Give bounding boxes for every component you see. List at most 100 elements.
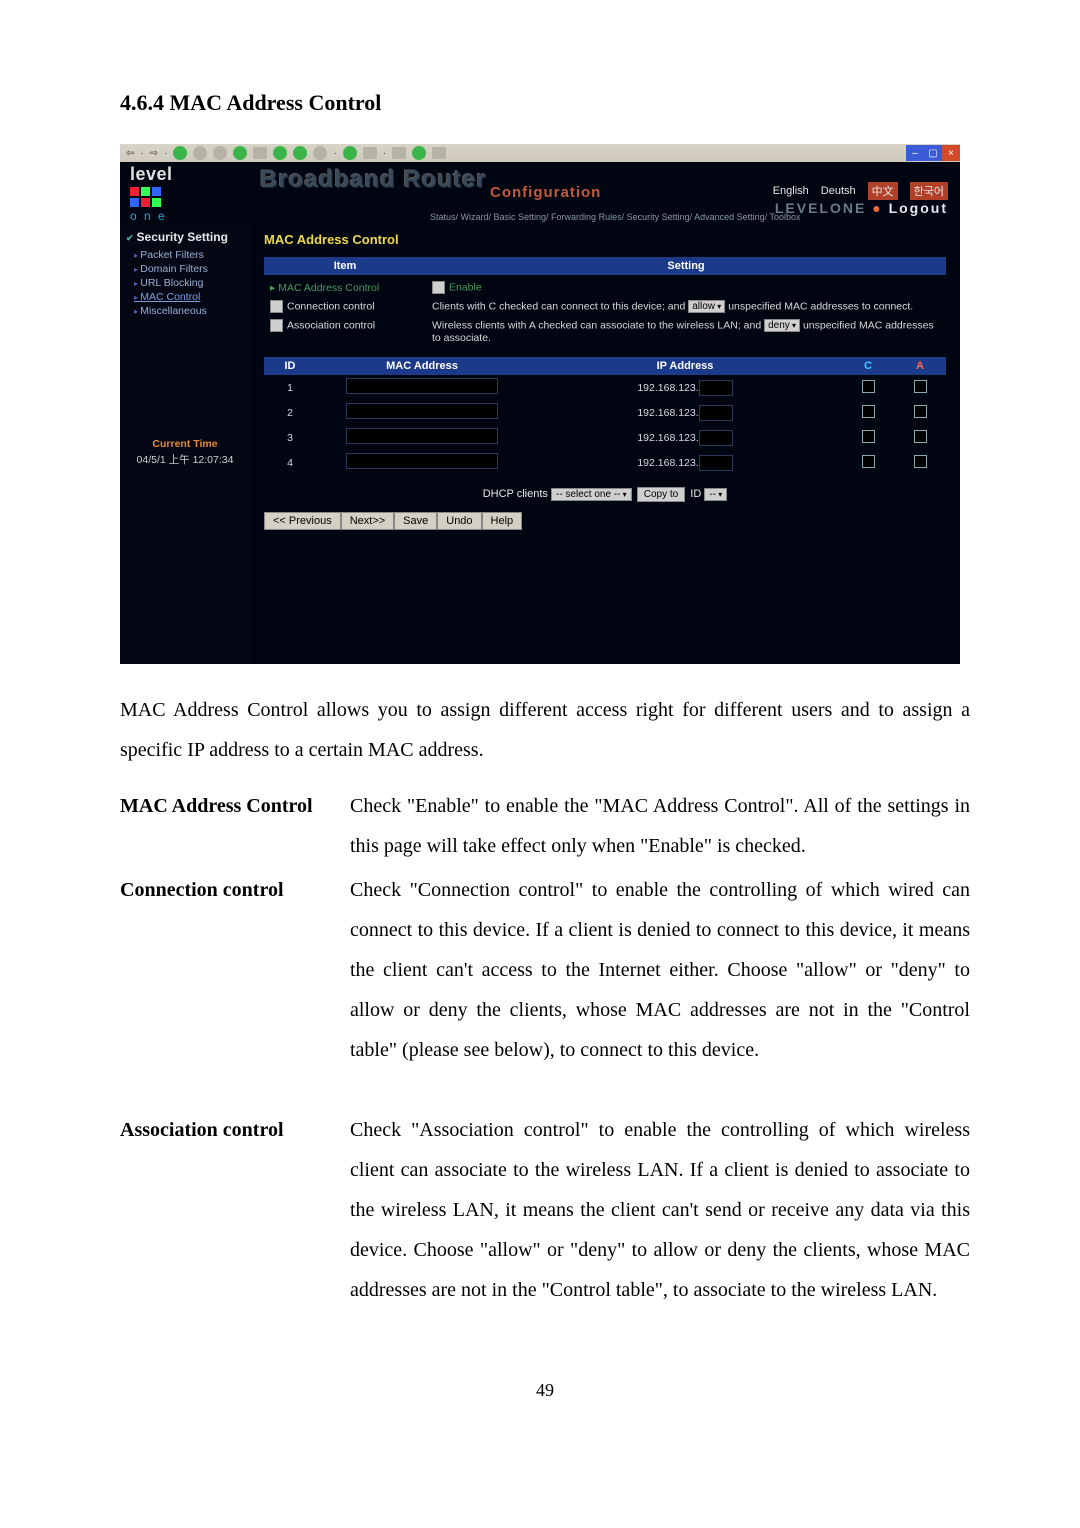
- def-body-assoc: Check "Association control" to enable th…: [350, 1110, 970, 1310]
- c-checkbox[interactable]: [862, 430, 875, 443]
- other-icon[interactable]: [432, 147, 446, 159]
- section-heading: 4.6.4 MAC Address Control: [120, 90, 970, 116]
- history-icon[interactable]: [273, 146, 287, 160]
- home-icon[interactable]: [213, 146, 227, 160]
- a-checkbox[interactable]: [914, 455, 927, 468]
- ip-input[interactable]: [699, 380, 733, 396]
- control-table: ID MAC Address IP Address C A 1 192.168.…: [264, 357, 946, 475]
- back-arrow[interactable]: ⇦: [126, 148, 134, 159]
- search-icon[interactable]: [233, 146, 247, 160]
- sidebar-item-packet-filters[interactable]: Packet Filters: [120, 248, 250, 262]
- conn-checkbox[interactable]: [270, 300, 283, 313]
- sidebar-item-url-blocking[interactable]: URL Blocking: [120, 276, 250, 290]
- row-id: 4: [264, 450, 316, 475]
- current-time-value: 04/5/1 上午 12:07:34: [120, 452, 250, 467]
- sidebar: Security Setting Packet Filters Domain F…: [120, 224, 250, 664]
- ip-prefix: 192.168.123.: [637, 381, 698, 393]
- def-term-mac: MAC Address Control: [120, 786, 350, 866]
- assoc-checkbox[interactable]: [270, 319, 283, 332]
- a-checkbox[interactable]: [914, 430, 927, 443]
- edit-icon[interactable]: [392, 147, 406, 159]
- logo-bars-2: [130, 198, 161, 207]
- intro-paragraph: MAC Address Control allows you to assign…: [120, 690, 970, 770]
- sidebar-item-domain-filters[interactable]: Domain Filters: [120, 262, 250, 276]
- assoc-text-a: Wireless clients with A checked can asso…: [432, 319, 764, 331]
- fav-icon[interactable]: [253, 147, 267, 159]
- print-icon[interactable]: [343, 146, 357, 160]
- stop-icon[interactable]: [173, 146, 187, 160]
- mac-input[interactable]: [346, 453, 498, 469]
- c-checkbox[interactable]: [862, 455, 875, 468]
- undo-button[interactable]: Undo: [437, 512, 481, 530]
- conn-text-b: unspecified MAC addresses to connect.: [728, 300, 913, 312]
- row-id: 3: [264, 425, 316, 450]
- maximize-button[interactable]: ▢: [924, 145, 942, 161]
- row-assoc-label: Association control: [287, 319, 375, 331]
- mac-input[interactable]: [346, 378, 498, 394]
- tool-icon[interactable]: [313, 146, 327, 160]
- go-icon[interactable]: [412, 146, 426, 160]
- settings-table: Item Setting ▸ MAC Address Control Enabl…: [264, 257, 946, 347]
- save-button[interactable]: Save: [394, 512, 437, 530]
- lang-en[interactable]: English: [773, 185, 809, 197]
- c-checkbox[interactable]: [862, 405, 875, 418]
- next-button[interactable]: Next>>: [341, 512, 394, 530]
- dhcp-id-select[interactable]: --: [704, 488, 727, 501]
- conn-text-a: Clients with C checked can connect to th…: [432, 300, 688, 312]
- table-row: 2 192.168.123.: [264, 400, 946, 425]
- lang-de[interactable]: Deutsh: [821, 185, 856, 197]
- row-mac-label: ▸ MAC Address Control: [264, 275, 426, 297]
- enable-checkbox[interactable]: [432, 281, 445, 294]
- a-checkbox[interactable]: [914, 405, 927, 418]
- page-number: 49: [120, 1380, 970, 1401]
- a-checkbox[interactable]: [914, 380, 927, 393]
- help-button[interactable]: Help: [482, 512, 523, 530]
- dhcp-select[interactable]: -- select one --: [551, 488, 632, 501]
- ip-input[interactable]: [699, 405, 733, 421]
- brand-right: LEVELONE ● Logout: [775, 200, 948, 216]
- th-ip: IP Address: [528, 357, 842, 375]
- current-time-label: Current Time: [120, 438, 250, 450]
- lang-cn[interactable]: 中文: [868, 182, 898, 200]
- panel-title: MAC Address Control: [264, 232, 946, 247]
- window-controls: – ▢ ×: [906, 144, 960, 162]
- ip-prefix: 192.168.123.: [637, 456, 698, 468]
- misc-icon[interactable]: [363, 147, 377, 159]
- row-id: 2: [264, 400, 316, 425]
- ip-prefix: 192.168.123.: [637, 431, 698, 443]
- enable-label: Enable: [449, 281, 482, 293]
- th-setting: Setting: [426, 257, 946, 275]
- app-subtitle: Configuration: [490, 184, 601, 201]
- button-row: << Previous Next>> Save Undo Help: [264, 512, 946, 530]
- breadcrumb: Status/ Wizard/ Basic Setting/ Forwardin…: [430, 212, 801, 222]
- def-term-assoc: Association control: [120, 1110, 350, 1310]
- ip-input[interactable]: [699, 455, 733, 471]
- th-mac: MAC Address: [316, 357, 528, 375]
- mac-input[interactable]: [346, 403, 498, 419]
- c-checkbox[interactable]: [862, 380, 875, 393]
- mac-input[interactable]: [346, 428, 498, 444]
- fwd-arrow[interactable]: ⇨: [150, 148, 158, 159]
- sidebar-item-mac-control[interactable]: MAC Control: [120, 290, 250, 304]
- close-button[interactable]: ×: [942, 145, 960, 161]
- copy-to-button[interactable]: Copy to: [637, 487, 685, 502]
- conn-allow-select[interactable]: allow: [688, 300, 725, 313]
- minimize-button[interactable]: –: [906, 145, 924, 161]
- logout-link[interactable]: Logout: [889, 200, 948, 216]
- logo-text: level: [130, 164, 173, 185]
- lang-kr[interactable]: 한국어: [910, 182, 948, 200]
- logo-bars: [130, 187, 161, 196]
- dhcp-row: DHCP clients -- select one -- Copy to ID…: [264, 487, 946, 502]
- mail-icon[interactable]: [293, 146, 307, 160]
- logo-subtext: o n e: [130, 209, 167, 223]
- refresh-icon[interactable]: [193, 146, 207, 160]
- assoc-deny-select[interactable]: deny: [764, 319, 800, 332]
- th-item: Item: [264, 257, 426, 275]
- prev-button[interactable]: << Previous: [264, 512, 341, 530]
- definitions: MAC Address Control Check "Enable" to en…: [120, 786, 970, 1310]
- ip-prefix: 192.168.123.: [637, 406, 698, 418]
- def-body-conn: Check "Connection control" to enable the…: [350, 870, 970, 1070]
- logo: level o n e: [120, 162, 250, 224]
- ip-input[interactable]: [699, 430, 733, 446]
- sidebar-item-miscellaneous[interactable]: Miscellaneous: [120, 304, 250, 318]
